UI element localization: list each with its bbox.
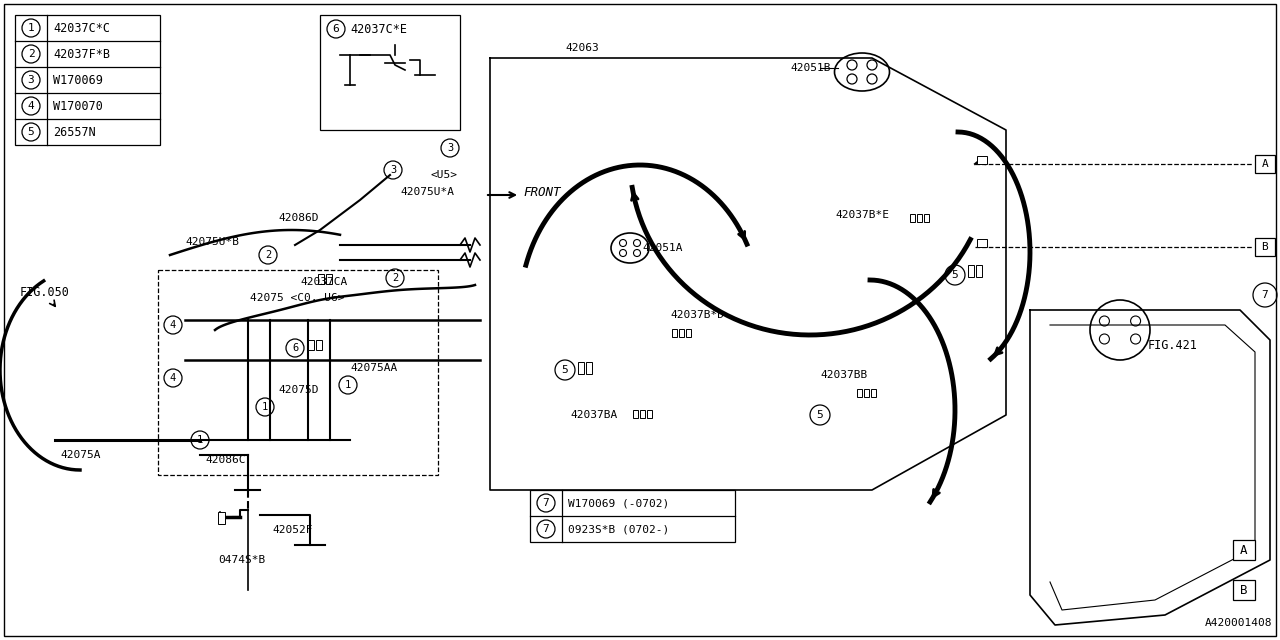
- Bar: [672, 329, 677, 337]
- Bar: [317, 274, 324, 284]
- Text: 3: 3: [28, 75, 35, 85]
- Text: 0474S*B: 0474S*B: [218, 555, 265, 565]
- Text: FRONT: FRONT: [524, 186, 561, 198]
- Text: 42037C*E: 42037C*E: [349, 22, 407, 35]
- Text: 6: 6: [333, 24, 339, 34]
- Text: 5: 5: [562, 365, 568, 375]
- Text: 42075D: 42075D: [278, 385, 319, 395]
- Bar: [924, 214, 929, 222]
- Text: W170069 (-0702): W170069 (-0702): [568, 498, 669, 508]
- Text: 1: 1: [344, 380, 351, 390]
- Bar: [858, 389, 861, 397]
- Text: 42051A: 42051A: [643, 243, 682, 253]
- Text: A: A: [1240, 543, 1248, 557]
- Text: B: B: [1240, 584, 1248, 596]
- Bar: [977, 156, 987, 164]
- Text: 5: 5: [817, 410, 823, 420]
- Bar: [870, 389, 876, 397]
- Bar: [1233, 580, 1254, 600]
- Bar: [910, 214, 915, 222]
- Text: 42075A: 42075A: [60, 450, 101, 460]
- Bar: [586, 362, 593, 374]
- Bar: [640, 410, 645, 418]
- Text: A: A: [1262, 159, 1268, 169]
- Text: 7: 7: [1262, 290, 1268, 300]
- Bar: [686, 329, 691, 337]
- Text: 5: 5: [951, 270, 959, 280]
- Text: 42037CA: 42037CA: [300, 277, 347, 287]
- Text: 2: 2: [392, 273, 398, 283]
- Bar: [579, 362, 584, 374]
- Text: 42075U*A: 42075U*A: [401, 187, 454, 197]
- Text: 42075U*B: 42075U*B: [186, 237, 239, 247]
- Bar: [1254, 238, 1275, 256]
- Text: 3: 3: [390, 165, 396, 175]
- Text: 4: 4: [170, 320, 177, 330]
- Text: 42086C: 42086C: [205, 455, 246, 465]
- Bar: [530, 490, 735, 542]
- Bar: [864, 389, 869, 397]
- Text: 6: 6: [292, 343, 298, 353]
- Text: 5: 5: [28, 127, 35, 137]
- Text: 42037BB: 42037BB: [820, 370, 868, 380]
- Bar: [634, 410, 637, 418]
- Text: 42075AA: 42075AA: [349, 363, 397, 373]
- Text: 7: 7: [543, 524, 549, 534]
- Bar: [646, 410, 652, 418]
- Bar: [977, 239, 987, 247]
- Bar: [15, 15, 160, 145]
- Text: 1: 1: [262, 402, 268, 412]
- Bar: [316, 340, 323, 350]
- Bar: [218, 512, 225, 524]
- Text: 3: 3: [447, 143, 453, 153]
- Text: 42037B*D: 42037B*D: [669, 310, 724, 320]
- Text: <U5>: <U5>: [430, 170, 457, 180]
- Bar: [320, 15, 460, 130]
- Text: 42037F*B: 42037F*B: [52, 47, 110, 61]
- Text: 7: 7: [543, 498, 549, 508]
- Bar: [1254, 155, 1275, 173]
- Text: FIG.050: FIG.050: [20, 285, 70, 298]
- Text: B: B: [1262, 242, 1268, 252]
- Text: 42052F: 42052F: [273, 525, 312, 535]
- Text: 42086D: 42086D: [278, 213, 319, 223]
- Bar: [1233, 540, 1254, 560]
- Text: 1: 1: [197, 435, 204, 445]
- Text: 1: 1: [28, 23, 35, 33]
- Bar: [678, 329, 684, 337]
- Bar: [326, 274, 332, 284]
- Text: 26557N: 26557N: [52, 125, 96, 138]
- Text: 4: 4: [170, 373, 177, 383]
- Text: FIG.421: FIG.421: [1148, 339, 1198, 351]
- Bar: [308, 340, 314, 350]
- Bar: [157, 270, 438, 475]
- Text: 42037C*C: 42037C*C: [52, 22, 110, 35]
- Text: W170070: W170070: [52, 99, 102, 113]
- Bar: [968, 265, 974, 277]
- Text: 42063: 42063: [564, 43, 599, 53]
- Text: 0923S*B (0702-): 0923S*B (0702-): [568, 524, 669, 534]
- Text: A420001408: A420001408: [1204, 618, 1272, 628]
- Text: W170069: W170069: [52, 74, 102, 86]
- Text: 42037BA: 42037BA: [570, 410, 617, 420]
- Bar: [916, 214, 922, 222]
- Text: 2: 2: [265, 250, 271, 260]
- Text: 2: 2: [28, 49, 35, 59]
- Text: 42075 <C0, U6>: 42075 <C0, U6>: [250, 293, 344, 303]
- Text: 42037B*E: 42037B*E: [835, 210, 890, 220]
- Text: 42051B: 42051B: [790, 63, 831, 73]
- Text: 4: 4: [28, 101, 35, 111]
- Bar: [977, 265, 982, 277]
